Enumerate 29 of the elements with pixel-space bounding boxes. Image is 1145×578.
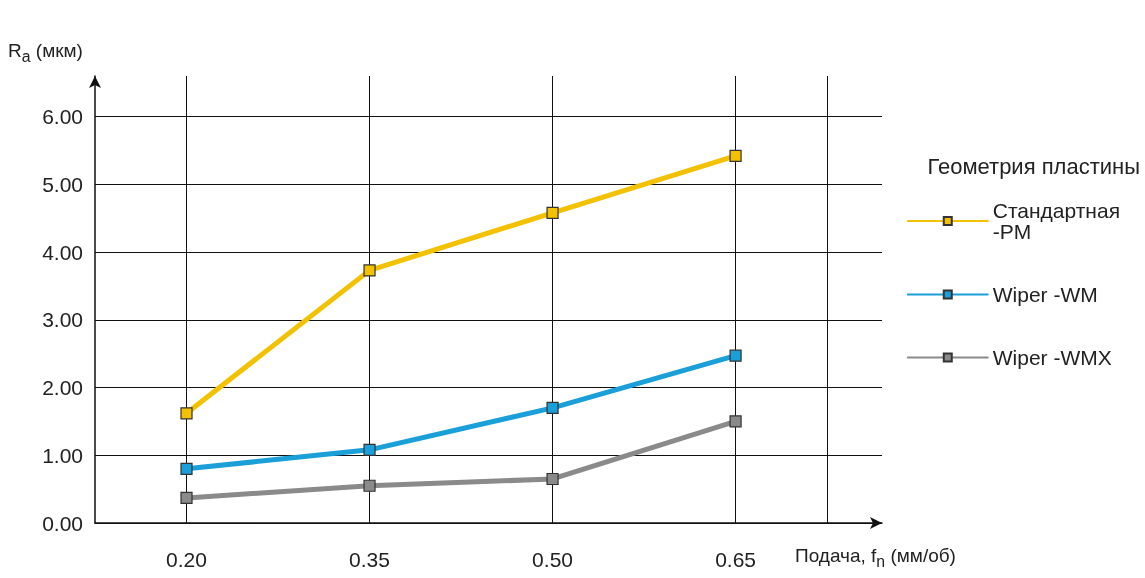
point [729,149,742,163]
x-tick-label: 0.65 [715,548,757,571]
x-tick-label: 0.50 [532,548,573,571]
point [363,443,376,456]
legend-label: Стандартная -PM [992,199,1121,243]
y-tick-label: 3.00 [42,308,83,332]
point [729,415,742,428]
point [729,349,742,362]
point [363,479,376,492]
y-tick-label: 0.00 [42,511,83,535]
y-tick-label: 5.00 [42,172,83,196]
legend-label: Wiper -WM [992,283,1098,306]
x-tick-label: 0.20 [166,548,207,571]
point [180,407,193,420]
y-tick-label: 4.00 [42,240,83,264]
y-tick-label: 2.00 [42,376,83,400]
point [546,472,559,486]
y-axis-title: R$_{a}$ (мкм) [8,40,83,66]
legend-label: Wiper -WMX [992,346,1112,369]
x-axis-title: Подача, f$_{n}$ (мм/об) [795,545,956,571]
point [180,491,193,505]
point [363,264,376,277]
x-tick-label: 0.35 [349,548,390,571]
point [180,462,193,475]
legend-title: Геометрия пластины [927,153,1140,179]
y-tick-label: 6.00 [42,105,83,129]
y-tick-label: 1.00 [42,443,83,467]
point [546,401,559,414]
point [546,206,559,219]
